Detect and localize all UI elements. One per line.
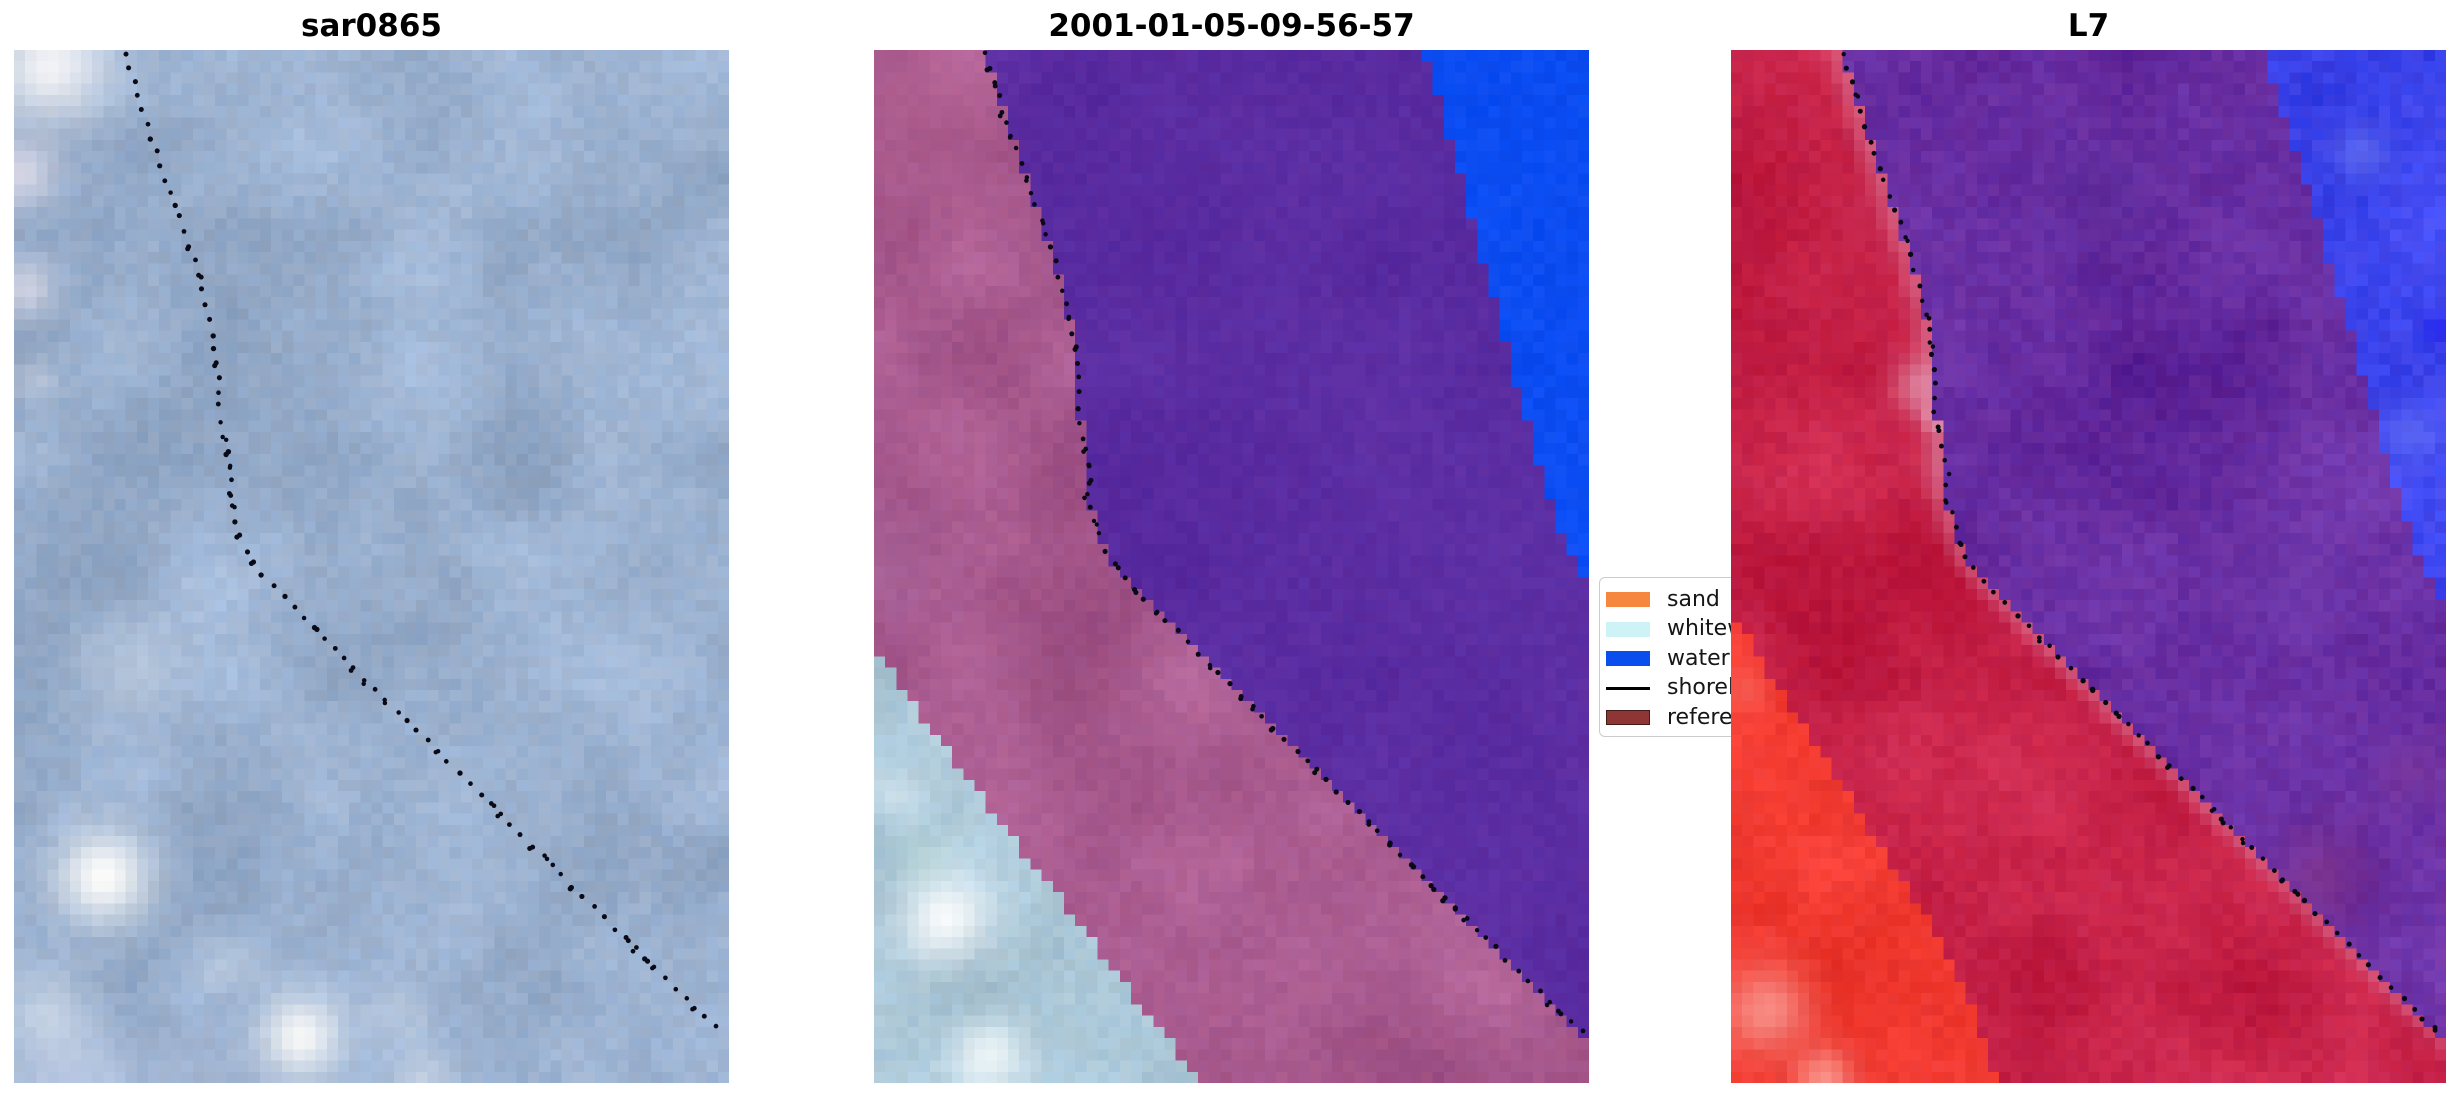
legend-row-sand: sand	[1606, 585, 1850, 615]
l7-image-canvas	[1731, 50, 2446, 1083]
sand-swatch	[1606, 592, 1650, 608]
shoreline-line-swatch	[1606, 686, 1650, 690]
legend-row-water: water	[1606, 644, 1850, 674]
whitewater-swatch	[1606, 621, 1650, 637]
legend-label-sand: sand	[1667, 586, 1720, 612]
classified-image-canvas	[874, 50, 1589, 1083]
reference-swatch	[1606, 710, 1650, 726]
panel-title-l7: L7	[2067, 8, 2110, 44]
legend-label-water: water	[1667, 645, 1730, 671]
water-swatch	[1606, 651, 1650, 667]
sar-image-canvas	[14, 50, 729, 1083]
panel-title-date: 2001-01-05-09-56-57	[1048, 8, 1415, 44]
panel-sar-image	[14, 50, 729, 1083]
panel-classified-image	[874, 50, 1589, 1083]
panel-l7-image	[1731, 50, 2446, 1083]
panel-title-sar: sar0865	[301, 8, 442, 44]
